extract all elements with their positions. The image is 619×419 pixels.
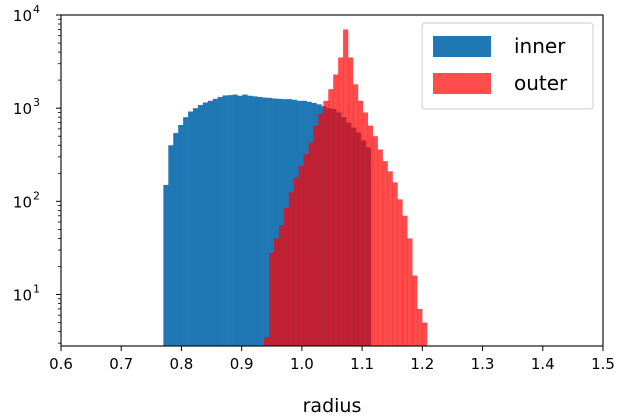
outer-bar: [273, 238, 280, 346]
inner-bar: [188, 111, 194, 347]
y-tick-exponent: 2: [33, 189, 40, 202]
y-tick-label: 10: [13, 100, 32, 118]
inner-bar: [247, 95, 253, 346]
legend-label-outer: outer: [514, 71, 568, 95]
outer-bar: [422, 322, 428, 346]
outer-bar: [357, 100, 364, 347]
x-tick-label: 0.6: [49, 355, 73, 373]
outer-bar: [308, 142, 314, 346]
outer-bar: [367, 125, 374, 346]
inner-bar: [242, 94, 248, 346]
x-axis-label: radius: [303, 395, 362, 417]
inner-bar: [178, 124, 184, 346]
outer-bar: [328, 89, 334, 347]
outer-bar: [278, 225, 285, 346]
x-tick-label: 0.8: [170, 355, 194, 373]
outer-bar: [397, 199, 403, 346]
legend-swatch-inner: [433, 36, 491, 57]
inner-bar: [212, 98, 218, 346]
outer-bar: [313, 125, 319, 346]
outer-bar: [362, 112, 369, 346]
outer-bar: [377, 149, 383, 346]
inner-bar: [197, 105, 204, 346]
legend-box: [421, 22, 594, 110]
legend-swatch-outer: [433, 73, 491, 94]
y-tick-label: 10: [13, 286, 32, 304]
outer-bar: [387, 171, 393, 346]
outer-bar: [402, 215, 408, 346]
series-layer: [163, 29, 428, 347]
outer-bar: [417, 308, 423, 346]
x-tick-label: 1.2: [410, 355, 434, 373]
inner-bar: [168, 145, 174, 346]
outer-bar: [372, 136, 378, 346]
x-tick-label: 1.1: [350, 355, 374, 373]
inner-bar: [173, 133, 179, 346]
inner-bar: [227, 95, 233, 346]
inner-bar: [272, 98, 278, 347]
outer-bar: [338, 57, 344, 346]
inner-bar: [232, 94, 238, 346]
legend-label-inner: inner: [514, 34, 566, 58]
outer-bar: [382, 161, 388, 346]
outer-bar: [333, 74, 339, 346]
inner-bar: [252, 96, 258, 346]
y-tick-exponent: 4: [33, 3, 40, 16]
inner-bar: [222, 95, 228, 346]
outer-bar: [318, 113, 324, 346]
y-tick-label: 10: [13, 193, 32, 211]
inner-bar: [276, 98, 283, 346]
x-tick-label: 1.4: [531, 355, 555, 373]
outer-bar: [343, 29, 349, 346]
x-tick-label: 0.9: [230, 355, 254, 373]
x-tick-label: 0.7: [109, 355, 133, 373]
inner-bar: [193, 108, 199, 346]
outer-bar: [412, 275, 418, 346]
outer-bar: [352, 84, 359, 346]
outer-bar: [293, 177, 299, 346]
outer-bar: [323, 100, 329, 347]
inner-bar: [202, 102, 209, 346]
series-outer: [264, 29, 428, 347]
outer-bar: [288, 192, 294, 346]
inner-bar: [267, 97, 273, 346]
outer-bar: [264, 336, 270, 346]
outer-bar: [298, 165, 304, 346]
inner-bar: [257, 96, 263, 346]
y-tick-exponent: 3: [33, 96, 40, 109]
outer-bar: [283, 207, 290, 346]
outer-bar: [348, 57, 354, 346]
inner-bar: [262, 97, 268, 346]
inner-bar: [237, 95, 243, 346]
outer-bar: [303, 154, 309, 346]
inner-bar: [183, 117, 189, 347]
outer-bar: [269, 252, 275, 346]
y-tick-label: 10: [13, 7, 32, 25]
x-tick-label: 1.3: [471, 355, 495, 373]
x-axis-ticks: 0.6 0.7 0.8 0.9 1.0 1.1 1.2 1.3 1.4 1.5: [49, 346, 615, 373]
x-tick-label: 1.5: [591, 355, 615, 373]
y-tick-exponent: 1: [33, 282, 40, 295]
x-tick-label: 1.0: [290, 355, 314, 373]
outer-bar: [392, 182, 398, 346]
inner-bar: [163, 184, 169, 346]
inner-bar: [207, 100, 214, 347]
inner-bar: [217, 96, 223, 346]
outer-bar: [407, 238, 413, 346]
plot-frame: [60, 14, 604, 347]
legend: inner outer: [421, 22, 594, 110]
